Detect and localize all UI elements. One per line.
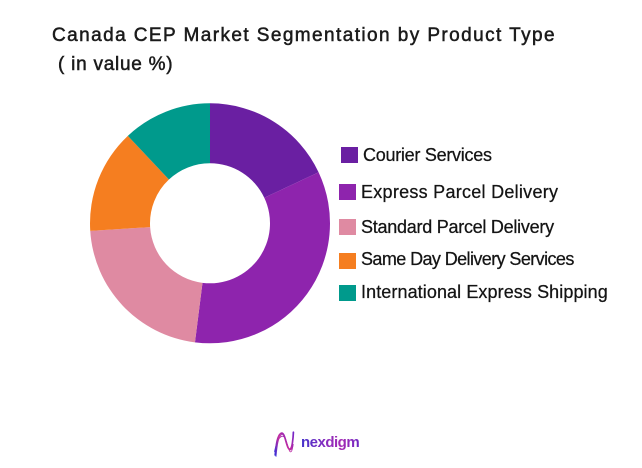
svg-text:nexdigm: nexdigm <box>301 434 359 451</box>
